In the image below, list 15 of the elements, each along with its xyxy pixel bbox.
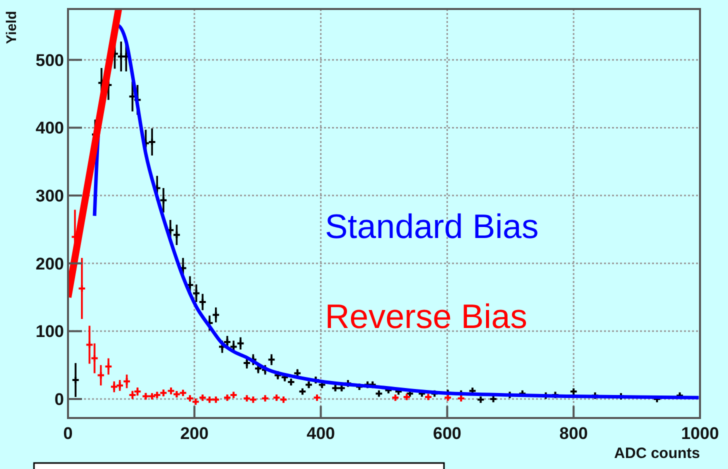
y-tick-label: 200 [36, 254, 64, 274]
x-axis-title: ADC counts [614, 445, 700, 462]
x-tick-label: 800 [559, 424, 588, 443]
text: Standard Bias [325, 208, 539, 246]
y-tick-label: 0 [54, 390, 64, 409]
y-tick-label: 400 [36, 118, 64, 138]
y-tick-label: 500 [36, 50, 64, 70]
y-tick-label: 100 [36, 322, 64, 342]
y-axis-title: Yield [3, 11, 19, 44]
x-tick-label: 400 [306, 424, 335, 443]
x-tick-label: 1000 [681, 424, 719, 443]
y-tick-label: 300 [36, 186, 64, 206]
series-label: Reverse Bias [325, 298, 528, 336]
x-tick-label: 200 [180, 424, 209, 443]
x-tick-label: 600 [433, 424, 462, 443]
